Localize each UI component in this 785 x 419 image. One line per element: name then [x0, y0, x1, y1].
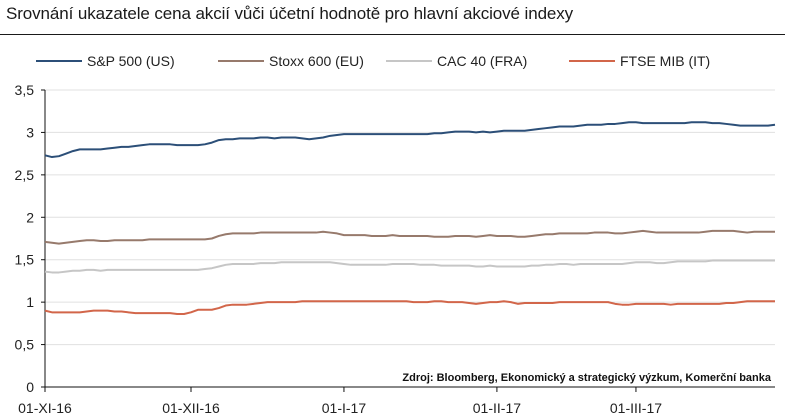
- legend-label: S&P 500 (US): [87, 53, 175, 69]
- series-line-3: [44, 300, 775, 316]
- source-note: Zdroj: Bloomberg, Ekonomický a strategic…: [402, 372, 771, 384]
- legend: S&P 500 (US) Stoxx 600 (EU) CAC 40 (FRA) FT…: [36, 53, 710, 69]
- legend-label: CAC 40 (FRA): [437, 53, 527, 69]
- x-tick-labels: 01-XI-16 01-XII-16 01-I-17 01-II-17 01-III-1…: [18, 400, 662, 416]
- series-line-1: [44, 229, 775, 245]
- title-divider: [0, 34, 785, 35]
- x-tick-label: 01-II-17: [473, 400, 521, 416]
- y-tick-label: 3: [26, 124, 34, 140]
- legend-label: Stoxx 600 (EU): [269, 53, 364, 69]
- axes: [41, 89, 775, 392]
- x-tick-label: 01-III-17: [610, 400, 662, 416]
- y-tick-labels: 0 0,5 1 1,5 2 2,5 3 3,5: [15, 82, 35, 395]
- legend-label: FTSE MIB (IT): [620, 53, 710, 69]
- y-tick-label: 1: [26, 294, 34, 310]
- x-tick-label: 01-XI-16: [18, 400, 72, 416]
- y-tick-label: 0: [26, 379, 34, 395]
- series-line-2: [44, 259, 775, 274]
- series-lines: [44, 121, 776, 316]
- y-tick-label: 3,5: [15, 82, 35, 98]
- x-tick-label: 01-I-17: [322, 400, 367, 416]
- chart-title: Srovnání ukazatele cena akcií vůči účetn…: [6, 4, 574, 23]
- y-gridlines: [45, 89, 775, 346]
- y-tick-label: 2,5: [15, 167, 35, 183]
- x-tick-label: 01-XII-16: [162, 400, 220, 416]
- y-tick-label: 0,5: [15, 337, 35, 353]
- y-tick-label: 1,5: [15, 252, 35, 268]
- y-tick-label: 2: [26, 209, 34, 225]
- series-line-0: [44, 121, 776, 159]
